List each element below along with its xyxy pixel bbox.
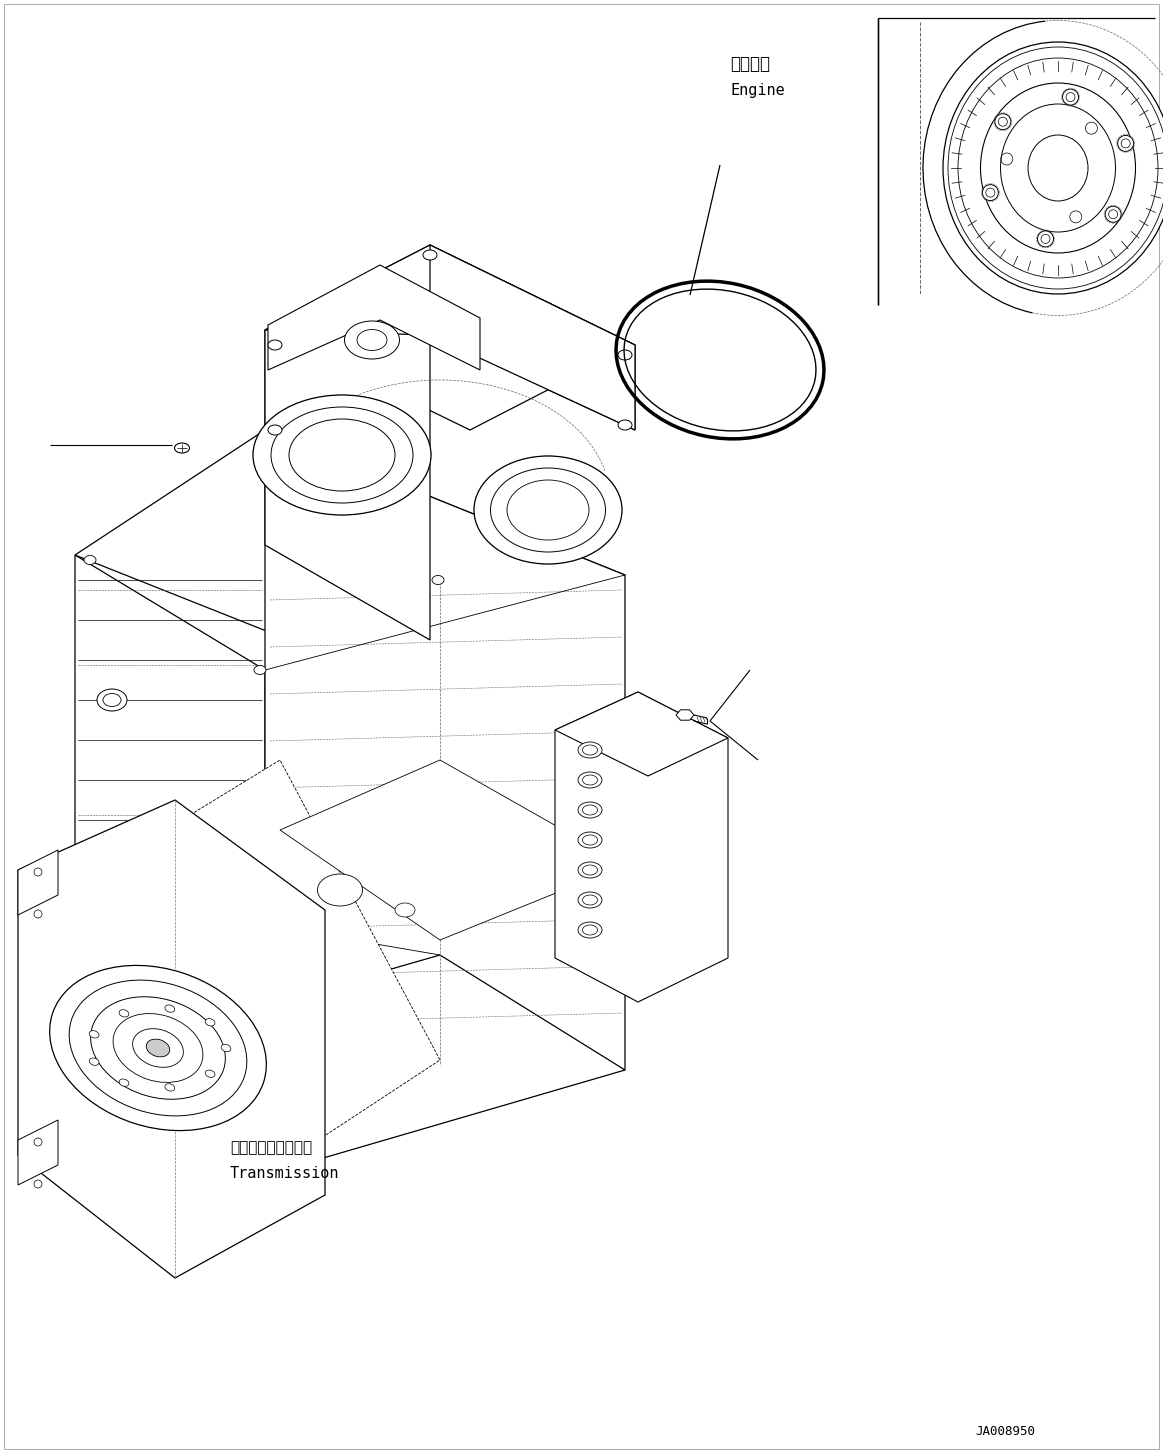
Ellipse shape — [34, 910, 42, 918]
Polygon shape — [265, 246, 635, 430]
Ellipse shape — [1028, 135, 1089, 201]
Ellipse shape — [1121, 139, 1130, 148]
Ellipse shape — [980, 83, 1135, 253]
Ellipse shape — [267, 340, 281, 350]
Ellipse shape — [475, 456, 622, 564]
Text: Transmission: Transmission — [230, 1165, 340, 1181]
Ellipse shape — [583, 895, 598, 905]
Ellipse shape — [271, 407, 413, 503]
Ellipse shape — [1041, 234, 1050, 244]
Ellipse shape — [507, 479, 588, 541]
Ellipse shape — [1108, 209, 1118, 219]
Ellipse shape — [395, 902, 415, 917]
Polygon shape — [430, 246, 635, 430]
Ellipse shape — [259, 430, 271, 439]
Ellipse shape — [583, 745, 598, 756]
Ellipse shape — [583, 865, 598, 875]
Ellipse shape — [1118, 135, 1134, 151]
Ellipse shape — [578, 833, 602, 849]
Ellipse shape — [1000, 105, 1115, 232]
Ellipse shape — [1037, 231, 1054, 247]
Ellipse shape — [34, 867, 42, 876]
Polygon shape — [280, 760, 625, 940]
Ellipse shape — [317, 875, 363, 907]
Ellipse shape — [344, 321, 400, 359]
Polygon shape — [267, 264, 480, 371]
Polygon shape — [100, 760, 440, 1175]
Ellipse shape — [34, 1180, 42, 1189]
Ellipse shape — [491, 468, 606, 552]
Text: エンジン: エンジン — [730, 55, 770, 73]
Polygon shape — [17, 801, 324, 1279]
Text: トランスミッション: トランスミッション — [230, 1141, 312, 1155]
Ellipse shape — [205, 1069, 215, 1077]
Ellipse shape — [578, 862, 602, 878]
Ellipse shape — [583, 774, 598, 785]
Polygon shape — [74, 955, 625, 1175]
Polygon shape — [265, 246, 635, 430]
Ellipse shape — [288, 418, 395, 491]
Ellipse shape — [578, 772, 602, 788]
Ellipse shape — [205, 1019, 215, 1026]
Ellipse shape — [1063, 89, 1078, 105]
Ellipse shape — [578, 742, 602, 758]
Polygon shape — [17, 1120, 58, 1186]
Ellipse shape — [119, 1080, 129, 1087]
Ellipse shape — [97, 689, 127, 711]
Ellipse shape — [994, 113, 1011, 129]
Ellipse shape — [578, 802, 602, 818]
Polygon shape — [265, 330, 430, 639]
Polygon shape — [265, 430, 625, 1069]
Polygon shape — [17, 850, 58, 915]
Ellipse shape — [583, 805, 598, 815]
Text: JA008950: JA008950 — [975, 1425, 1035, 1438]
Polygon shape — [74, 430, 625, 700]
Ellipse shape — [221, 1045, 231, 1052]
Ellipse shape — [618, 350, 632, 360]
Ellipse shape — [1105, 206, 1121, 222]
Ellipse shape — [943, 42, 1163, 294]
Ellipse shape — [423, 250, 437, 260]
Ellipse shape — [34, 1138, 42, 1146]
Ellipse shape — [431, 575, 444, 584]
Ellipse shape — [254, 665, 266, 674]
Ellipse shape — [1066, 93, 1075, 102]
Ellipse shape — [90, 1030, 99, 1037]
Ellipse shape — [618, 420, 632, 430]
Ellipse shape — [357, 330, 387, 350]
Ellipse shape — [174, 443, 190, 453]
Ellipse shape — [147, 1039, 170, 1056]
Polygon shape — [74, 555, 265, 1175]
Ellipse shape — [104, 693, 121, 706]
Polygon shape — [555, 692, 728, 776]
Ellipse shape — [578, 923, 602, 939]
Polygon shape — [676, 711, 694, 721]
Ellipse shape — [254, 395, 431, 514]
Polygon shape — [555, 692, 728, 1003]
Ellipse shape — [90, 1058, 99, 1065]
Ellipse shape — [578, 892, 602, 908]
Ellipse shape — [84, 555, 97, 565]
Ellipse shape — [583, 835, 598, 846]
Ellipse shape — [119, 1010, 129, 1017]
Ellipse shape — [165, 1084, 174, 1091]
Ellipse shape — [267, 424, 281, 434]
Text: Engine: Engine — [730, 83, 785, 97]
Ellipse shape — [986, 187, 994, 198]
Ellipse shape — [998, 118, 1007, 126]
Ellipse shape — [983, 185, 998, 201]
Ellipse shape — [583, 926, 598, 934]
Ellipse shape — [165, 1005, 174, 1013]
Ellipse shape — [50, 965, 266, 1130]
